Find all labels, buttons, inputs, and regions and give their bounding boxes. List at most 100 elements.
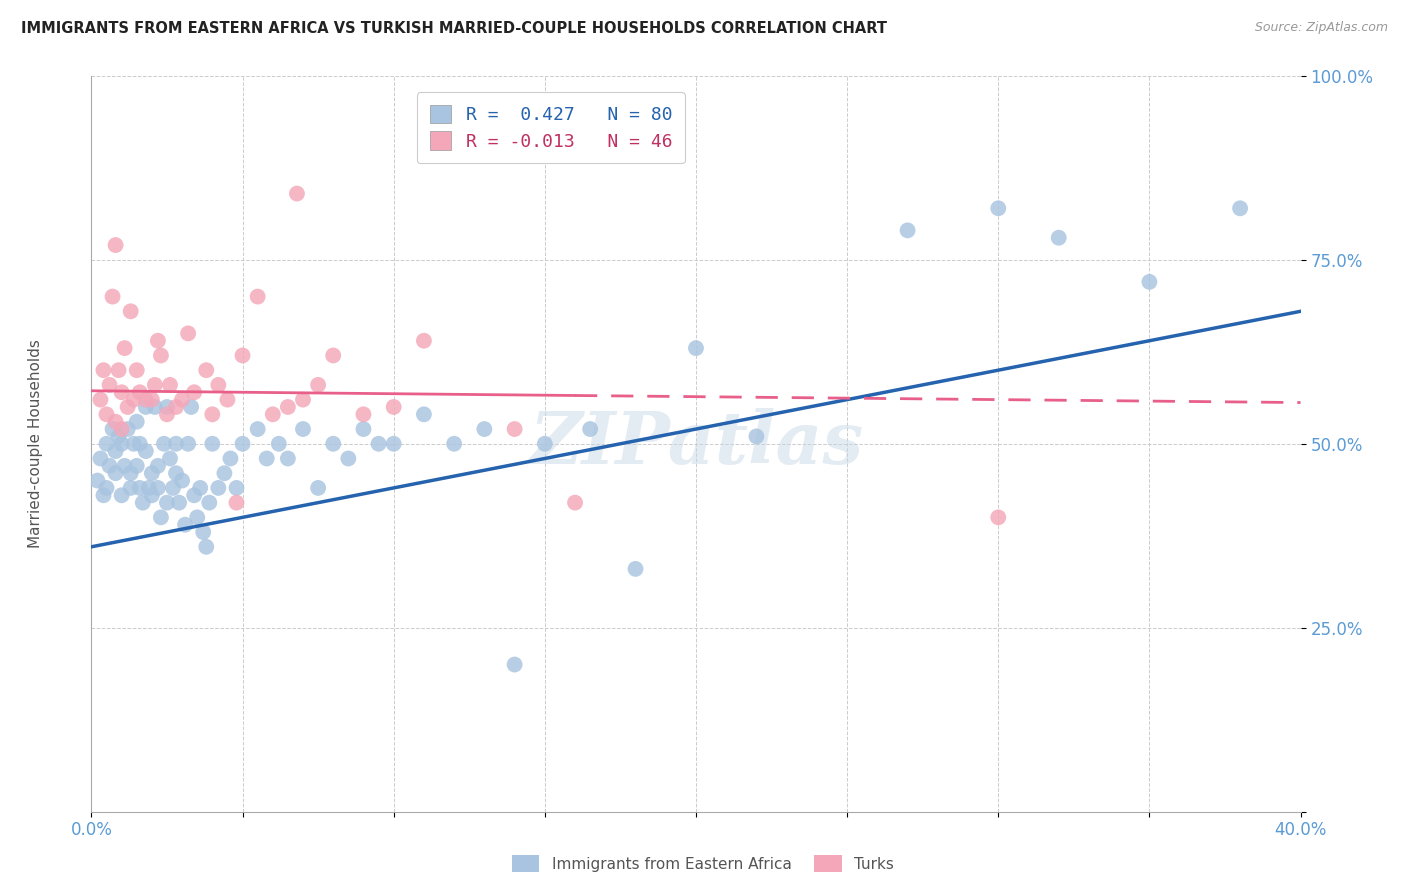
Point [128, 481, 150, 495]
Point [117, 400, 139, 414]
Point [201, 407, 224, 421]
Point [156, 496, 179, 510]
Point [159, 451, 181, 466]
Legend: Immigrants from Eastern Africa, Turks: Immigrants from Eastern Africa, Turks [505, 847, 901, 880]
Point [195, 363, 218, 377]
Point [180, 400, 202, 414]
Point [104, 466, 127, 480]
Point [120, 304, 142, 318]
Point [198, 496, 221, 510]
Point [86, 474, 108, 488]
Point [149, 510, 172, 524]
Point [107, 429, 129, 443]
Point [153, 436, 176, 450]
Point [183, 488, 205, 502]
Point [413, 407, 436, 421]
Point [193, 524, 215, 539]
Point [146, 481, 169, 495]
Point [337, 451, 360, 466]
Point [107, 363, 129, 377]
Point [104, 238, 127, 252]
Point [685, 341, 707, 355]
Point [128, 385, 150, 400]
Point [96, 407, 118, 421]
Point [111, 385, 132, 400]
Text: IMMIGRANTS FROM EASTERN AFRICA VS TURKISH MARRIED-COUPLE HOUSEHOLDS CORRELATION : IMMIGRANTS FROM EASTERN AFRICA VS TURKIS… [21, 21, 887, 36]
Point [564, 496, 586, 510]
Point [382, 436, 405, 450]
Point [322, 436, 344, 450]
Point [219, 451, 242, 466]
Point [183, 385, 205, 400]
Point [322, 348, 344, 362]
Point [143, 400, 166, 414]
Point [277, 400, 299, 414]
Point [292, 392, 315, 407]
Point [533, 436, 555, 450]
Point [141, 488, 163, 502]
Point [579, 422, 602, 436]
Point [207, 378, 229, 392]
Point [96, 481, 118, 495]
Point [114, 458, 136, 473]
Point [503, 422, 526, 436]
Point [352, 407, 374, 421]
Point [101, 422, 124, 436]
Point [195, 540, 218, 554]
Point [104, 444, 127, 458]
Point [231, 348, 253, 362]
Point [262, 407, 284, 421]
Point [186, 510, 208, 524]
Point [138, 481, 160, 495]
Y-axis label: Married-couple Households: Married-couple Households [28, 339, 42, 549]
Point [307, 378, 329, 392]
Point [149, 348, 172, 362]
Point [162, 481, 184, 495]
Point [207, 481, 229, 495]
Point [146, 334, 169, 348]
Point [1139, 275, 1161, 289]
Point [472, 422, 495, 436]
Point [172, 392, 194, 407]
Point [135, 444, 157, 458]
Point [111, 488, 132, 502]
Point [231, 436, 253, 450]
Point [117, 422, 139, 436]
Point [93, 363, 115, 377]
Point [987, 510, 1010, 524]
Point [135, 400, 157, 414]
Point [177, 436, 200, 450]
Point [167, 496, 190, 510]
Text: ZIPatlas: ZIPatlas [529, 409, 863, 479]
Point [217, 392, 239, 407]
Point [141, 466, 163, 480]
Point [277, 451, 299, 466]
Point [98, 378, 121, 392]
Point [285, 186, 308, 201]
Point [177, 326, 200, 341]
Point [143, 378, 166, 392]
Point [174, 517, 197, 532]
Point [122, 436, 145, 450]
Point [172, 474, 194, 488]
Point [125, 415, 148, 429]
Point [93, 488, 115, 502]
Point [443, 436, 465, 450]
Point [246, 289, 269, 303]
Point [89, 392, 111, 407]
Point [201, 436, 224, 450]
Point [165, 436, 187, 450]
Point [165, 400, 187, 414]
Point [89, 451, 111, 466]
Point [987, 202, 1010, 216]
Point [96, 436, 118, 450]
Point [122, 392, 145, 407]
Point [246, 422, 269, 436]
Point [111, 422, 132, 436]
Point [188, 481, 211, 495]
Point [135, 392, 157, 407]
Point [165, 466, 187, 480]
Point [624, 562, 647, 576]
Point [503, 657, 526, 672]
Point [1047, 230, 1070, 244]
